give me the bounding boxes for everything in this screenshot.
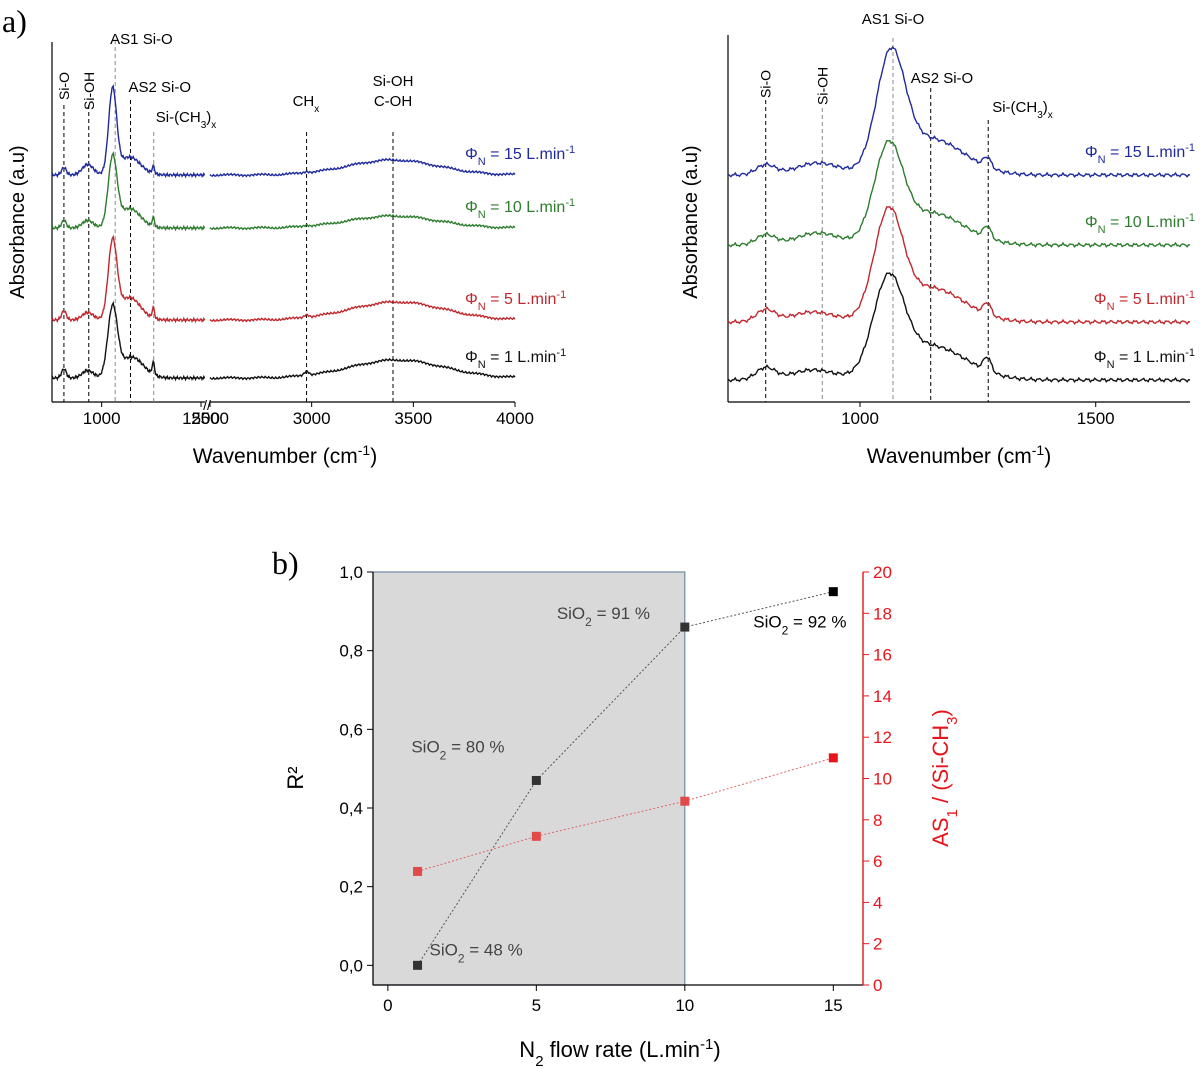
panel-b-chart: 0 5 10 15 0,0 0,2 0,4 0,6 0,8 1,0 0 2 4 6 8 10 12 14 16 18 2… xyxy=(283,563,961,1069)
annotation-label-as1: AS1 Si-O xyxy=(110,31,173,48)
x-tick-label: 4000 xyxy=(496,409,534,428)
series-line-1 xyxy=(727,272,1191,384)
y-axis-title: Absorbance (a.u) xyxy=(680,145,702,298)
series-line-10-segment-1 xyxy=(51,150,206,232)
y-tick-label-right: 20 xyxy=(873,563,892,582)
annotation-label-as2: AS2 Si-O xyxy=(911,70,974,87)
data-point-as1-ratio xyxy=(680,796,690,806)
series-line-as1-ratio xyxy=(417,757,834,872)
point-label-15: SiO2 = 92 % xyxy=(753,613,846,638)
data-point-r2 xyxy=(531,775,541,785)
y-axis-title-right: AS1 / (Si-CH3) xyxy=(928,709,961,847)
x-axis-title: Wavenumber (cm-1) xyxy=(867,442,1051,468)
annotation-label-si-ch3: Si-(CH3)x xyxy=(992,99,1053,121)
y-tick-label-right: 2 xyxy=(873,935,882,954)
annotation-label-c-oh: C-OH xyxy=(374,93,412,110)
y-tick-label-left: 0,8 xyxy=(339,642,363,661)
panel-a-right-chart: 1000 1500 ΦN = 15 L.min-1 ΦN = 10 L.min-1 ΦN… xyxy=(680,11,1195,468)
series-label-15: ΦN = 15 L.min-1 xyxy=(465,144,575,168)
y-tick-label-right: 10 xyxy=(873,770,892,789)
series-line-1-segment-1 xyxy=(51,300,206,382)
y-tick-label-right: 0 xyxy=(873,976,882,995)
y-tick-label-left: 0,6 xyxy=(339,720,363,739)
y-tick-label-left: 0,0 xyxy=(339,956,363,975)
annotation-label-si-oh: Si-OH xyxy=(814,67,830,105)
x-tick-label: 1000 xyxy=(83,409,121,428)
x-axis-title: Wavenumber (cm-1) xyxy=(193,442,377,468)
x-tick-label: 3000 xyxy=(293,409,331,428)
data-point-as1-ratio xyxy=(531,831,541,841)
y-tick-label-left: 0,2 xyxy=(339,878,363,897)
series-label-5: ΦN = 5 L.min-1 xyxy=(465,289,566,313)
annotation-label-as1: AS1 Si-O xyxy=(862,11,925,28)
x-tick-label: 3500 xyxy=(394,409,432,428)
series-line-10-segment-2 xyxy=(209,213,516,231)
y-tick-label-right: 12 xyxy=(873,728,892,747)
series-line-10 xyxy=(727,139,1191,249)
series-line-15 xyxy=(727,45,1191,179)
series-label-15: ΦN = 15 L.min-1 xyxy=(1085,142,1195,166)
point-label-10: SiO2 = 91 % xyxy=(557,604,650,629)
x-tick-label: 1500 xyxy=(182,409,220,428)
panel-b-label: b) xyxy=(272,545,299,581)
annotation-label-si-ch3: Si-(CH3)x xyxy=(156,109,217,131)
annotation-label-si-o: Si-O xyxy=(56,72,72,100)
y-tick-label-left: 0,4 xyxy=(339,799,363,818)
y-tick-label-right: 8 xyxy=(873,811,882,830)
y-tick-label-right: 16 xyxy=(873,646,892,665)
x-tick-label: 1500 xyxy=(1077,409,1115,428)
series-label-10: ΦN = 10 L.min-1 xyxy=(465,197,575,221)
panel-a-label: a) xyxy=(2,3,27,39)
series-label-5: ΦN = 5 L.min-1 xyxy=(1094,289,1195,313)
series-line-r2 xyxy=(417,591,834,966)
axis-break-marker: // xyxy=(203,397,211,413)
series-label-1: ΦN = 1 L.min-1 xyxy=(465,347,566,371)
shaded-region xyxy=(372,571,686,986)
x-tick-label: 1000 xyxy=(841,409,879,428)
annotation-label-si-oh-2: Si-OH xyxy=(373,73,414,90)
y-tick-label-left: 1,0 xyxy=(339,563,363,582)
series-label-10: ΦN = 10 L.min-1 xyxy=(1085,212,1195,236)
y-axis-title-left: R² xyxy=(283,766,308,789)
x-tick-label: 2500 xyxy=(191,409,229,428)
y-tick-label-right: 14 xyxy=(873,687,892,706)
series-line-1-segment-2 xyxy=(209,357,516,381)
x-tick-label: 15 xyxy=(824,996,843,1015)
data-point-r2 xyxy=(680,622,690,632)
point-label-5: SiO2 = 80 % xyxy=(411,737,504,762)
annotation-label-chx: CHx xyxy=(293,93,320,115)
data-point-as1-ratio xyxy=(828,753,838,763)
x-tick-label: 5 xyxy=(532,996,541,1015)
x-tick-label: 10 xyxy=(675,996,694,1015)
series-line-15-segment-1 xyxy=(51,84,206,179)
y-axis-title: Absorbance (a.u) xyxy=(7,145,29,298)
data-point-r2 xyxy=(828,587,838,597)
data-point-as1-ratio xyxy=(413,866,423,876)
annotation-label-si-oh: Si-OH xyxy=(81,72,97,110)
series-line-5 xyxy=(727,205,1191,326)
annotation-label-as2: AS2 Si-O xyxy=(128,79,191,96)
series-line-5-segment-1 xyxy=(51,234,206,324)
series-label-1: ΦN = 1 L.min-1 xyxy=(1094,347,1195,371)
data-point-r2 xyxy=(413,960,423,970)
y-tick-label-right: 6 xyxy=(873,852,882,871)
series-line-15-segment-2 xyxy=(209,157,516,178)
y-tick-label-right: 4 xyxy=(873,893,882,912)
series-line-5-segment-2 xyxy=(209,299,516,323)
x-axis-title: N2 flow rate (L.min-1) xyxy=(519,1036,720,1069)
y-tick-label-right: 18 xyxy=(873,604,892,623)
annotation-label-si-o: Si-O xyxy=(758,70,774,98)
point-label-1: SiO2 = 48 % xyxy=(430,940,523,965)
x-tick-label: 0 xyxy=(383,996,392,1015)
